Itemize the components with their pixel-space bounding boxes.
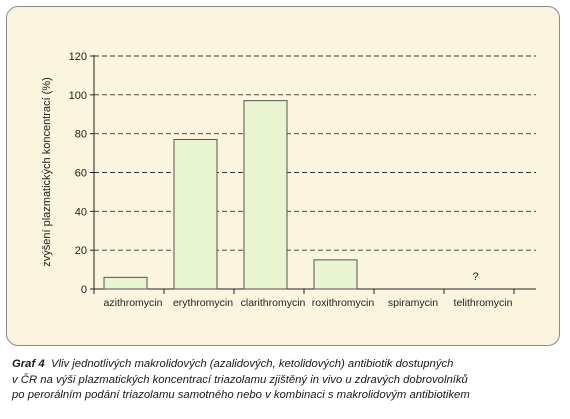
caption-line-1: Vliv jednotlivých makrolidových (azalido… [50, 358, 454, 370]
y-tick-label: 0 [81, 284, 87, 296]
bar-clarithromycin [243, 100, 288, 290]
bar-roxithromycin [313, 259, 358, 290]
y-tick-label: 20 [75, 245, 87, 257]
y-tick-label: 40 [75, 206, 87, 218]
annotation-unknown: ? [472, 271, 478, 283]
y-tick-label: 100 [69, 90, 87, 102]
y-tick-label: 120 [69, 51, 87, 63]
y-axis-label: zvýšení plazmatických koncentrací (%) [41, 77, 53, 267]
caption-label: Graf 4 [12, 358, 45, 370]
axes [90, 55, 536, 294]
x-tick-label: azithromycin [104, 297, 163, 309]
x-tick-label: erythromycin [173, 297, 233, 309]
bar-erythromycin [173, 138, 218, 290]
figure-caption: Graf 4 Vliv jednotlivých makrolidových (… [12, 357, 564, 404]
x-tick-label: clarithromycin [241, 297, 306, 309]
y-tick-label: 80 [75, 129, 87, 141]
bar-azithromycin [103, 276, 148, 290]
caption-line-3: po perorálním podání triazolamu samotnéh… [12, 389, 470, 401]
x-tick-label: roxithromycin [312, 297, 375, 309]
labels: 0 20 40 60 80 100 120 azithromycin erythromycin c… [69, 51, 513, 309]
x-tick-label: telithromycin [454, 297, 513, 309]
caption-line-2: v ČR na výši plazmatických koncentrací t… [12, 373, 468, 386]
x-tick-label: spiramycin [388, 297, 438, 309]
gridlines [94, 55, 536, 251]
bars [103, 100, 358, 290]
y-tick-label: 60 [75, 168, 87, 180]
